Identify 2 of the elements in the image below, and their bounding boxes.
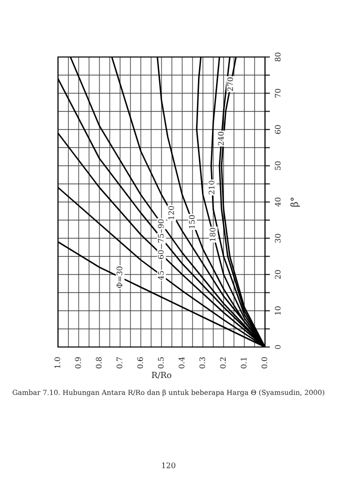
x-axis-title: R/Ro bbox=[152, 372, 172, 379]
y-axis-title: β° bbox=[290, 198, 300, 207]
